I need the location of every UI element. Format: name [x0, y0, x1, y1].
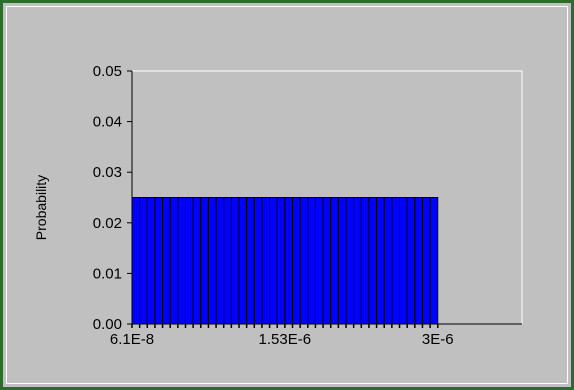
histogram-bar — [353, 197, 362, 325]
y-axis-title: Probability — [33, 175, 49, 240]
y-tick-label: 0.00 — [93, 316, 122, 333]
histogram-bar — [345, 197, 355, 325]
histogram-bar — [131, 197, 141, 325]
histogram-bar — [421, 197, 431, 325]
histogram-bar — [253, 197, 263, 325]
histogram-bar — [246, 197, 255, 325]
histogram-bar — [368, 197, 378, 325]
x-tick-label: 3E-6 — [422, 331, 454, 348]
histogram-bar — [360, 197, 370, 325]
y-axis: 0.00 0.01 0.02 0.03 0.04 0.05 — [93, 63, 133, 333]
histogram-bar — [162, 197, 171, 325]
histogram-bar — [192, 197, 202, 325]
y-tick-label: 0.01 — [93, 265, 122, 282]
histogram-bar — [276, 197, 286, 325]
histogram-bar — [322, 197, 332, 325]
x-axis: 6.1E-8 1.53E-6 3E-6 — [110, 323, 522, 348]
histogram-bar — [337, 197, 347, 325]
histogram-bar — [146, 197, 156, 325]
histogram-bar — [139, 197, 148, 325]
histogram-bar — [406, 197, 416, 325]
histogram-bar — [314, 197, 324, 325]
histogram-bar — [330, 197, 339, 325]
histogram-bar — [284, 197, 294, 325]
histogram-bar — [238, 197, 248, 325]
histogram-bar — [376, 197, 385, 325]
frame-inner-border — [6, 6, 568, 384]
x-tick-label: 1.53E-6 — [259, 331, 312, 348]
histogram-bar — [414, 197, 423, 325]
histogram-bar — [200, 197, 209, 325]
x-tick-label: 6.1E-8 — [110, 331, 154, 348]
histogram-bar — [292, 197, 301, 325]
histogram-bar — [399, 197, 408, 325]
histogram-bar — [261, 197, 271, 325]
y-tick-label: 0.05 — [93, 63, 122, 80]
y-tick-label: 0.04 — [93, 114, 122, 131]
histogram-bar — [269, 197, 278, 325]
histogram-bar — [215, 197, 225, 325]
histogram-bar — [230, 197, 240, 325]
bars-group — [131, 197, 439, 325]
histogram-bar — [223, 197, 232, 325]
histogram-bar — [299, 197, 309, 325]
histogram-bar — [391, 197, 401, 325]
histogram-bar — [307, 197, 316, 325]
histogram-bar — [429, 197, 439, 325]
histogram-bar — [185, 197, 194, 325]
histogram-bar — [169, 197, 179, 325]
histogram-bar — [383, 197, 393, 325]
y-tick-label: 0.03 — [93, 164, 122, 181]
histogram-bar — [207, 197, 217, 325]
histogram-bar — [177, 197, 187, 325]
histogram-bar — [154, 197, 164, 325]
y-tick-label: 0.02 — [93, 215, 122, 232]
